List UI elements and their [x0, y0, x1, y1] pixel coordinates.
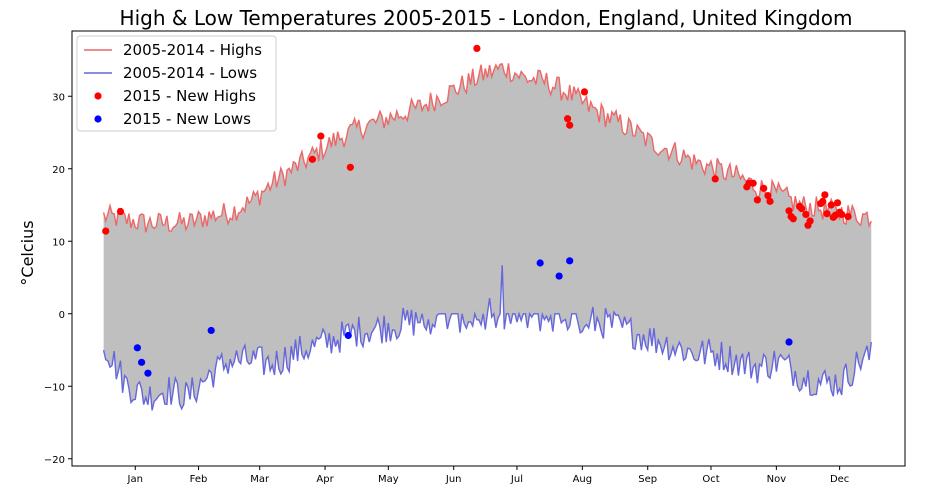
legend-label: 2005-2014 - Highs: [123, 41, 262, 59]
axes: −20 −10 0 10 20 30 Jan Feb Mar Apr May Jun Jul Aug Sep…: [44, 30, 906, 485]
x-tick-label: Sep: [638, 474, 657, 485]
y-tick-label: 20: [52, 165, 65, 176]
new-high-point: [764, 191, 772, 200]
new-high-point: [785, 207, 793, 215]
new-low-point: [566, 257, 574, 265]
new-high-point: [838, 210, 846, 219]
new-high-point: [346, 163, 354, 171]
new-high-point: [711, 175, 719, 183]
new-high-point: [819, 197, 827, 205]
y-tick-label: 30: [52, 92, 65, 103]
highs-line: [102, 63, 872, 233]
new-high-point: [823, 210, 831, 218]
new-low-point: [133, 344, 141, 352]
new-high-point: [566, 121, 574, 129]
x-tick-label: Apr: [316, 474, 334, 485]
x-tick-label: Jul: [510, 474, 523, 485]
new-high-point: [317, 132, 325, 140]
x-tick-label: Dec: [830, 474, 849, 485]
new-low-point: [137, 358, 146, 366]
new-low-point: [785, 338, 793, 346]
x-tick-label: Oct: [702, 474, 719, 485]
x-tick-label: Jan: [127, 474, 143, 485]
legend: 2005-2014 - Highs 2005-2014 - Lows 2015 - …: [76, 35, 277, 132]
new-high-point: [798, 205, 806, 213]
new-low-point: [555, 272, 563, 280]
legend-label: 2015 - New Lows: [123, 110, 251, 128]
new-high-point: [116, 207, 125, 216]
legend-box: [76, 35, 277, 132]
new-high-point: [473, 44, 481, 53]
y-tick-label: 10: [52, 237, 65, 248]
new-high-point: [102, 227, 110, 235]
new-high-point: [833, 199, 842, 207]
legend-label: 2005-2014 - Lows: [123, 64, 257, 82]
legend-label: 2015 - New Highs: [123, 87, 256, 105]
range-fill: [103, 63, 872, 411]
new-high-point: [308, 155, 317, 163]
y-tick-label: −20: [44, 455, 65, 466]
new-high-point: [749, 179, 757, 187]
new-high-point: [580, 88, 589, 96]
x-tick-label: Aug: [573, 474, 593, 485]
new-high-point: [766, 197, 774, 205]
plot-frame: [71, 30, 906, 467]
new-high-point: [827, 201, 835, 209]
new-low-point: [536, 259, 544, 267]
plot-area: [102, 44, 872, 411]
x-tick-label: May: [378, 474, 399, 485]
legend-dot-swatch: [94, 92, 102, 100]
x-tick-label: Feb: [190, 474, 208, 485]
x-tick-label: Mar: [250, 474, 270, 485]
new-low-point: [344, 331, 352, 340]
new-low-point: [144, 369, 152, 377]
new-high-point: [844, 213, 852, 221]
new-high-point: [760, 184, 768, 192]
new-high-point: [802, 210, 810, 219]
y-axis-label: °Celcius: [18, 220, 37, 285]
new-low-point: [207, 326, 215, 335]
x-tick-label: Jun: [445, 474, 462, 485]
y-tick-label: 0: [59, 310, 65, 321]
legend-dot-swatch: [94, 115, 102, 123]
chart-title: High & Low Temperatures 2005-2015 - Lond…: [120, 6, 853, 30]
x-tick-label: Nov: [767, 474, 787, 485]
new-high-point: [563, 115, 572, 123]
new-high-point: [806, 217, 814, 225]
new-high-point: [821, 191, 829, 199]
y-tick-label: −10: [44, 382, 65, 393]
new-high-point: [753, 196, 761, 204]
lows-line: [102, 265, 872, 411]
new-high-point: [789, 215, 797, 223]
